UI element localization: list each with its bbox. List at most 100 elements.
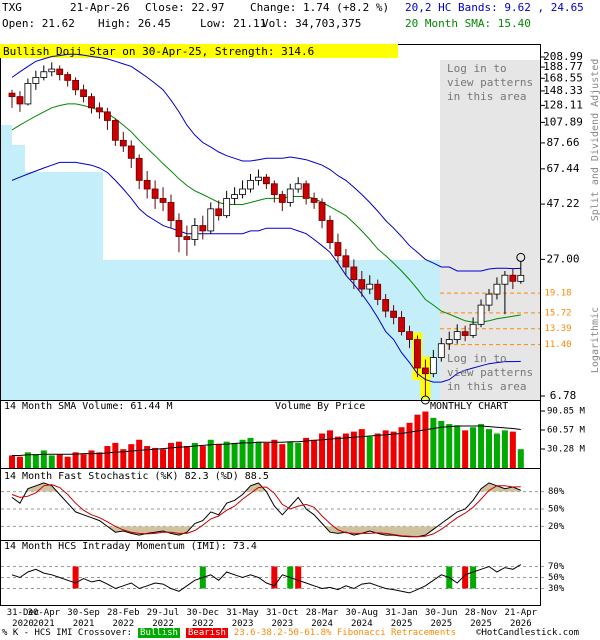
volume-bar (152, 447, 159, 468)
close: Close: 22.97 (145, 1, 225, 14)
y-tick-label: 90.85 M (547, 407, 586, 417)
footer: % K - HCS IMI Crossover: Bullish Bearish… (2, 628, 579, 638)
imi-frame (0, 540, 541, 606)
candle-body (167, 202, 175, 221)
candle-body (501, 274, 509, 285)
candle-body (127, 145, 135, 159)
candle-body (310, 198, 318, 203)
volume-bar (136, 439, 143, 468)
volume-bar (446, 424, 453, 468)
y-tick-label: 27.00 (546, 252, 579, 265)
candle-body (485, 293, 493, 306)
volume-bar (9, 455, 15, 468)
candle-body (262, 176, 270, 185)
volume-bar (128, 444, 135, 468)
volume-bar (168, 442, 174, 468)
fib-label: 19.18 (544, 289, 571, 299)
candle-body (493, 283, 501, 295)
volume-bar (462, 430, 469, 468)
candle-body (318, 202, 326, 221)
volume-bar (207, 439, 214, 468)
candle-body (48, 68, 56, 73)
volume-bar (390, 431, 397, 468)
sma-legend: 20 Month SMA: 15.40 (405, 17, 531, 30)
stochastic-line (11, 484, 521, 538)
x-tick-label: 29-Jul 2022 (146, 608, 180, 629)
candle-body (278, 194, 286, 203)
candle-body (119, 139, 127, 147)
candle-body (366, 283, 374, 290)
volume-sma (12, 425, 521, 456)
candle-body (461, 331, 469, 336)
price-shade (0, 125, 440, 400)
candle-body (453, 331, 461, 340)
volume-bar (48, 455, 55, 468)
volume-bar (486, 429, 492, 468)
candle-body (159, 198, 167, 203)
volume-bar (303, 437, 310, 468)
volume-bar (24, 452, 31, 468)
volume-bar (311, 439, 318, 468)
candle-body (429, 357, 437, 375)
candle-body (414, 339, 421, 369)
imi-line (11, 564, 522, 594)
signal-bar (72, 566, 79, 589)
fib-label: 23.6-38.2-50-61.8% Fibonacci Retracement… (233, 628, 457, 638)
high-marker (516, 252, 526, 262)
candle-body (358, 279, 366, 290)
volume-bar (342, 433, 349, 468)
volume-bar (239, 439, 246, 468)
volume-bar (271, 439, 278, 468)
volume-bar (414, 414, 421, 468)
x-tick-label: 30-Jun 2025 (425, 608, 458, 629)
date: 21-Apr-26 (70, 1, 130, 14)
low-marker (420, 395, 430, 405)
candle-body (437, 343, 445, 358)
upper-band (11, 53, 521, 272)
candle-body (469, 323, 477, 336)
imi-title: 14 Month HCS Intraday Momentum (IMI): 73… (4, 541, 257, 552)
volume-bar (160, 449, 167, 468)
y-tick-label: 47.22 (546, 197, 579, 210)
bands-legend: 20,2 HC Bands: 9.62 , 24.65 (405, 1, 584, 14)
candle-body (64, 74, 72, 81)
candle-body (421, 367, 429, 375)
patterns-note: Log in to view patterns in this area (447, 352, 534, 393)
x-tick-label: 30-Sep 2021 (67, 608, 100, 629)
candle-body (88, 96, 95, 109)
candle-body (80, 89, 87, 98)
candle-body (294, 183, 302, 190)
volume-bar (80, 454, 87, 468)
volume-bar (72, 452, 79, 468)
volume-bar (199, 446, 206, 468)
volume-bar (16, 456, 23, 468)
y-tick-label: 70% (548, 562, 565, 572)
pattern-banner (0, 44, 398, 58)
high: High: 26.45 (98, 17, 171, 30)
volume-bar (112, 442, 119, 468)
volume-bar (327, 430, 333, 468)
volume-bar (120, 449, 127, 468)
candle-body (223, 198, 231, 217)
candle-body (247, 179, 254, 190)
candle-body (509, 274, 517, 282)
volume-bar (406, 422, 413, 468)
candle-body (390, 310, 398, 318)
candle-body (143, 179, 151, 190)
stochastic-title: 14 Month Fast Stochastic (%K) 82.3 (%D) … (4, 470, 269, 483)
volume-bar (183, 446, 190, 468)
candle-body (175, 220, 183, 237)
scale-label: Logarithmic (590, 307, 600, 373)
x-tick-label: 28-Mar 2024 (305, 608, 339, 629)
volume-bar (255, 441, 262, 468)
volume-bar (144, 446, 151, 468)
patterns-note: Log in to view patterns in this area (447, 62, 534, 103)
candle-body (207, 208, 215, 232)
x-tick-label: 28-Nov 2025 (464, 608, 498, 629)
candle-body (374, 283, 382, 300)
x-tick-label: 30-Apr 2021 (27, 608, 61, 629)
volume-bar (422, 411, 429, 468)
volume-bar (287, 441, 294, 468)
